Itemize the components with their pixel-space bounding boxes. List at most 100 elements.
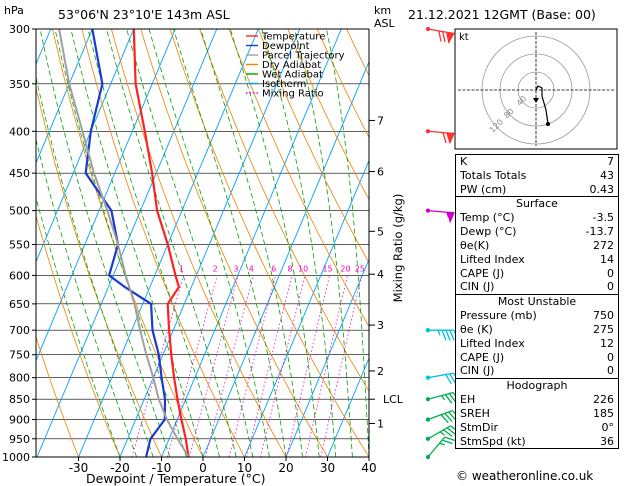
hodograph-trace bbox=[535, 85, 549, 125]
wet-adiabat bbox=[70, 29, 204, 457]
hodograph-title: Hodograph bbox=[506, 379, 568, 393]
dry-adiabat bbox=[228, 29, 369, 328]
legend-label: Wet Adiabat bbox=[262, 70, 323, 81]
isotherm--40 bbox=[36, 29, 218, 457]
temperature-axis: -30 -20 -10 0 10 20 30 40 bbox=[69, 457, 377, 475]
temp-tick-label: 40 bbox=[361, 461, 376, 475]
barb-full bbox=[449, 373, 456, 384]
mixing-ratio-label: 6 bbox=[271, 264, 276, 273]
km-tick-label: 4 bbox=[377, 268, 384, 281]
dry-adiabat bbox=[140, 29, 328, 457]
barb-base bbox=[425, 454, 431, 460]
mu-row: Pressure (mb) 750 bbox=[460, 309, 614, 323]
legend-label: Dewpoint bbox=[262, 41, 310, 52]
km-label: km bbox=[374, 4, 392, 17]
barb-base bbox=[425, 208, 431, 213]
mixing-ratio-labels: 1 2 3 4 6 8 10 15 20 25 bbox=[179, 264, 365, 273]
diagram-grid bbox=[0, 29, 369, 457]
mixing-ratio-label: 10 bbox=[298, 264, 308, 273]
dry-adiabat bbox=[52, 29, 204, 457]
wet-adiabat bbox=[261, 29, 337, 457]
hpa-label: hPa bbox=[4, 4, 24, 17]
barb-base bbox=[425, 26, 431, 32]
barb-full bbox=[438, 30, 442, 42]
isotherm-10 bbox=[244, 159, 369, 457]
pressure-tick-label: 600 bbox=[9, 269, 30, 282]
hodo-row: EH 226 bbox=[460, 393, 614, 407]
mixing-ratio-line bbox=[320, 275, 363, 457]
index-row: PW (cm) 0.43 bbox=[460, 182, 614, 196]
mu-row: Lifted Index 12 bbox=[460, 336, 614, 350]
pressure-tick-label: 850 bbox=[9, 393, 30, 406]
pressure-tick-label: 550 bbox=[9, 238, 30, 251]
barb-full bbox=[448, 393, 457, 403]
dry-adiabat bbox=[36, 214, 121, 457]
barb-full bbox=[444, 436, 456, 442]
barb-half bbox=[437, 329, 441, 336]
surface-group: Surface Temp (°C) -3.5 Dewp (°C) -13.7 θe(… bbox=[456, 196, 618, 294]
hodo-row: SREH 185 bbox=[460, 406, 614, 420]
wet-adiabat bbox=[326, 29, 369, 457]
surface-title: Surface bbox=[516, 197, 558, 211]
barb-full bbox=[444, 412, 453, 422]
barb-full bbox=[446, 132, 451, 144]
asl-label: ASL bbox=[374, 17, 395, 30]
wind-barb bbox=[425, 328, 459, 341]
wind-barb bbox=[425, 208, 455, 224]
isotherm-0 bbox=[202, 60, 369, 457]
dry-adiabat bbox=[199, 29, 369, 393]
wind-barb bbox=[425, 26, 455, 44]
legend-label: Mixing Ratio bbox=[262, 89, 324, 100]
mixing-ratio-label: 25 bbox=[355, 264, 365, 273]
hodo-row: StmDir 0° bbox=[460, 420, 614, 434]
dry-adiabat bbox=[36, 335, 79, 457]
mixing-ratio-line bbox=[228, 275, 276, 457]
barb-full bbox=[448, 411, 457, 421]
km-tick-label: 1 bbox=[377, 417, 384, 430]
storm-motion-marker bbox=[533, 98, 539, 103]
pressure-tick-label: 800 bbox=[9, 372, 30, 385]
wind-barb bbox=[425, 391, 461, 404]
pressure-tick-label: 300 bbox=[9, 23, 30, 36]
barb-staff bbox=[427, 410, 453, 421]
surface-row: Dewp (°C) -13.7 bbox=[460, 225, 614, 239]
km-tick-label: 5 bbox=[377, 225, 384, 238]
surface-row: θe(K) 272 bbox=[460, 238, 614, 252]
pressure-tick-label: 650 bbox=[9, 298, 30, 311]
profile-series bbox=[58, 29, 190, 457]
pressure-axis: 300 350 400 450 500 550 600 650 700 750 800 850 900 9… bbox=[2, 23, 36, 464]
barb-staff bbox=[427, 372, 454, 379]
pressure-tick-label: 400 bbox=[9, 125, 30, 138]
dry-adiabat bbox=[287, 29, 369, 201]
barb-half bbox=[439, 431, 445, 436]
mu-row: CIN (J) 0 bbox=[460, 364, 614, 378]
barb-full bbox=[449, 329, 455, 341]
x-axis-label: Dewpoint / Temperature (°C) bbox=[86, 471, 266, 486]
copyright: © weatheronline.co.uk bbox=[456, 469, 594, 483]
mixing-ratio-line bbox=[131, 275, 184, 457]
wind-barb bbox=[425, 129, 455, 145]
isotherm--90 bbox=[0, 29, 9, 457]
location-title: 53°06'N 23°10'E 143m ASL bbox=[58, 7, 230, 22]
wet-adiabat bbox=[36, 196, 121, 457]
temp-tick-label: -10 bbox=[152, 461, 172, 475]
barb-half bbox=[439, 442, 445, 446]
km-tick-label: 3 bbox=[377, 319, 384, 332]
lcl-label: LCL bbox=[383, 393, 404, 406]
most-unstable-title: Most Unstable bbox=[497, 295, 577, 309]
barb-full bbox=[441, 329, 447, 341]
barb-full bbox=[442, 31, 446, 43]
barb-half bbox=[446, 212, 450, 218]
mixing-ratio-line bbox=[246, 275, 293, 457]
pressure-tick-label: 700 bbox=[9, 324, 30, 337]
pressure-tick-label: 350 bbox=[9, 78, 30, 91]
mixing-ratio-label: 3 bbox=[233, 264, 238, 273]
mixing-ratio-line bbox=[286, 275, 330, 457]
wet-adiabat bbox=[148, 29, 270, 457]
legend-label: Temperature bbox=[261, 32, 325, 43]
barb-full bbox=[444, 394, 453, 404]
